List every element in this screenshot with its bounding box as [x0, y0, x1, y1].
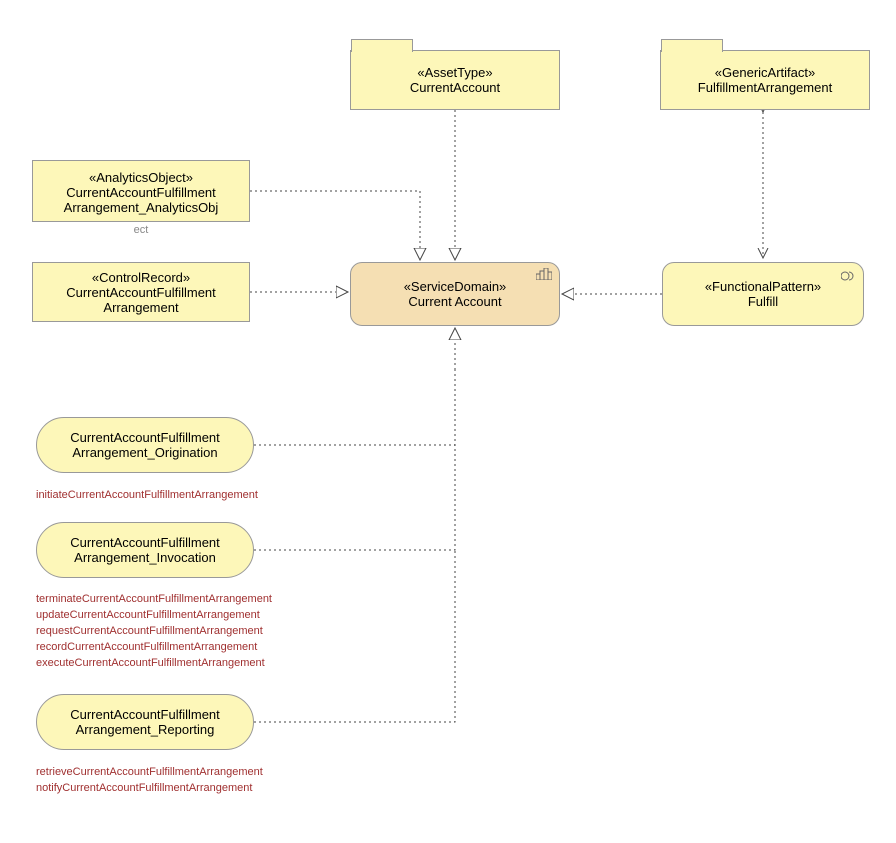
assettype-stereo: «AssetType»	[417, 65, 492, 80]
reporting-line2: Arrangement_Reporting	[76, 722, 215, 737]
servicedomain-stereo: «ServiceDomain»	[404, 279, 507, 294]
origination-line2: Arrangement_Origination	[72, 445, 217, 460]
reporting-operations: retrieveCurrentAccountFulfillmentArrange…	[36, 764, 263, 796]
assettype-node: «AssetType» CurrentAccount	[350, 50, 560, 110]
invocation-node: CurrentAccountFulfillment Arrangement_In…	[36, 522, 254, 578]
controlrecord-stereo: «ControlRecord»	[92, 270, 190, 285]
op-retrieve: retrieveCurrentAccountFulfillmentArrange…	[36, 764, 263, 780]
servicedomain-node: «ServiceDomain» Current Account	[350, 262, 560, 326]
op-execute: executeCurrentAccountFulfillmentArrangem…	[36, 655, 272, 671]
op-terminate: terminateCurrentAccountFulfillmentArrang…	[36, 591, 272, 607]
functionalpattern-label: Fulfill	[748, 294, 778, 309]
reporting-node: CurrentAccountFulfillment Arrangement_Re…	[36, 694, 254, 750]
functionalpattern-stereo: «FunctionalPattern»	[705, 279, 821, 294]
controlrecord-line1: CurrentAccountFulfillment	[66, 285, 216, 300]
reporting-line1: CurrentAccountFulfillment	[70, 707, 220, 722]
genericartifact-node: «GenericArtifact» FulfillmentArrangement	[660, 50, 870, 110]
controlrecord-line2: Arrangement	[103, 300, 178, 315]
invocation-line2: Arrangement_Invocation	[74, 550, 216, 565]
analyticsobj-line1: CurrentAccountFulfillment	[66, 185, 216, 200]
invocation-line1: CurrentAccountFulfillment	[70, 535, 220, 550]
functionalpattern-node: «FunctionalPattern» Fulfill	[662, 262, 864, 326]
op-request: requestCurrentAccountFulfillmentArrangem…	[36, 623, 272, 639]
controlrecord-node: «ControlRecord» CurrentAccountFulfillmen…	[32, 262, 250, 322]
genericartifact-stereo: «GenericArtifact»	[715, 65, 815, 80]
analyticsobj-overflow: ect	[32, 224, 250, 236]
origination-node: CurrentAccountFulfillment Arrangement_Or…	[36, 417, 254, 473]
invocation-operations: terminateCurrentAccountFulfillmentArrang…	[36, 591, 272, 671]
op-notify: notifyCurrentAccountFulfillmentArrangeme…	[36, 780, 263, 796]
phi-icon	[841, 269, 855, 283]
analyticsobj-stereo: «AnalyticsObject»	[89, 170, 193, 185]
component-icon	[536, 268, 552, 280]
op-update: updateCurrentAccountFulfillmentArrangeme…	[36, 607, 272, 623]
origination-operations: initiateCurrentAccountFulfillmentArrange…	[36, 487, 258, 503]
op-record: recordCurrentAccountFulfillmentArrangeme…	[36, 639, 272, 655]
analyticsobj-node: «AnalyticsObject» CurrentAccountFulfillm…	[32, 160, 250, 222]
op-initiate: initiateCurrentAccountFulfillmentArrange…	[36, 487, 258, 503]
analyticsobj-line2: Arrangement_AnalyticsObj	[64, 200, 219, 215]
servicedomain-label: Current Account	[408, 294, 501, 309]
genericartifact-label: FulfillmentArrangement	[698, 80, 832, 95]
assettype-label: CurrentAccount	[410, 80, 500, 95]
origination-line1: CurrentAccountFulfillment	[70, 430, 220, 445]
